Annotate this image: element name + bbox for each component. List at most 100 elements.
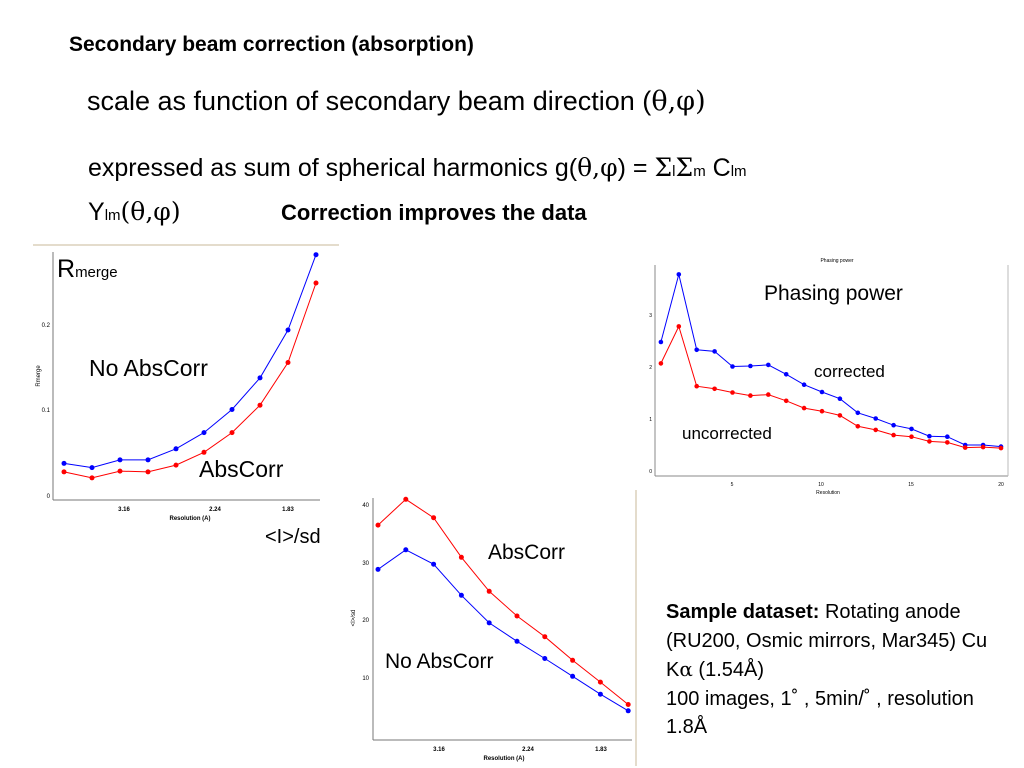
data-point (783, 372, 789, 377)
data-point (403, 496, 409, 502)
phi-symbol: φ (600, 153, 618, 182)
data-point (145, 469, 151, 475)
x-tick-label: 1.83 (282, 507, 294, 513)
data-point (514, 613, 520, 619)
y-tick-label: 3 (649, 313, 652, 319)
data-point (962, 445, 968, 450)
series-line (377, 549, 629, 712)
data-point (375, 566, 381, 572)
data-point (486, 588, 492, 594)
data-point (625, 708, 631, 714)
data-point (570, 673, 576, 679)
x-tick-label: 10 (818, 482, 824, 488)
close-paren: ) (170, 197, 181, 226)
data-point (658, 339, 664, 345)
rmerge-series (61, 252, 319, 481)
data-point (766, 392, 771, 397)
data-point (229, 430, 235, 436)
slide-title: Secondary beam correction (absorption) (69, 33, 474, 56)
series-line (377, 498, 629, 705)
y-tick-label: 20 (362, 618, 369, 624)
y-axis-label: <I>/sd (351, 610, 357, 627)
data-point (542, 656, 548, 661)
open-paren: ( (120, 197, 131, 226)
data-point (61, 460, 67, 466)
comma: , (667, 86, 677, 117)
data-point (909, 434, 914, 439)
data-point (403, 547, 409, 553)
data-point (542, 634, 548, 640)
harmonic-y: Y (88, 198, 105, 226)
data-point (927, 433, 932, 439)
data-point (801, 382, 807, 387)
phasing-series (658, 272, 1004, 451)
isd-series (375, 496, 631, 714)
data-point (891, 432, 896, 438)
series-line (63, 254, 317, 469)
data-point (819, 408, 825, 414)
comma: , (592, 153, 601, 182)
data-point (855, 424, 861, 429)
data-point (676, 324, 682, 329)
data-point (712, 386, 717, 392)
rmerge-r: R (57, 255, 75, 283)
x-tick-label: 20 (998, 482, 1004, 488)
data-point (313, 280, 319, 286)
data-point (712, 349, 717, 354)
x-axis-label: Resolution (A) (170, 516, 211, 522)
data-point (694, 347, 699, 353)
isd-label: <I>/sd (265, 526, 321, 548)
isd-chart: 10 20 30 40 <I>/sd 3.16 2.24 1.83 Resolu… (351, 490, 637, 766)
data-point (873, 427, 878, 433)
y-tick-label: 40 (362, 503, 369, 509)
y-tick-label: 0.1 (42, 408, 51, 414)
data-point (730, 390, 735, 395)
subscript-m: m (693, 163, 706, 180)
x-tick-label: 15 (908, 482, 914, 488)
x-axis-label: Resolution (A) (484, 756, 525, 762)
y-tick-label: 0.2 (42, 323, 51, 329)
data-point (998, 445, 1004, 451)
statement-scale-text: scale as function of secondary beam dire… (87, 86, 652, 116)
comma: , (145, 197, 154, 226)
data-point (597, 679, 603, 685)
data-point (837, 413, 843, 418)
data-point (514, 638, 520, 644)
subscript-l: l (672, 163, 676, 180)
rmerge-label: Rmerge (57, 255, 118, 283)
data-point (117, 468, 123, 474)
data-point (783, 398, 789, 404)
data-point (375, 522, 381, 528)
data-point (173, 446, 179, 452)
harmonics-text: expressed as sum of spherical harmonics … (88, 154, 578, 182)
x-tick-label: 2.24 (522, 747, 534, 753)
data-point (819, 389, 825, 395)
data-point (257, 402, 263, 408)
series-line (63, 282, 317, 479)
data-point (201, 430, 207, 436)
data-point (730, 364, 735, 369)
annotation-abscorr: AbsCorr (199, 456, 284, 482)
data-point (313, 252, 319, 258)
y-tick-label: 2 (649, 365, 652, 371)
statement-scale: scale as function of secondary beam dire… (87, 86, 706, 117)
y-tick-label: 30 (362, 561, 369, 567)
data-point (117, 457, 123, 463)
data-point (458, 554, 464, 560)
sigma-symbol: Σ (654, 153, 673, 182)
sample-label: Sample dataset: (666, 601, 820, 623)
data-point (458, 592, 464, 598)
theta-symbol: θ (130, 197, 146, 226)
data-point (201, 449, 207, 455)
data-point (873, 416, 878, 421)
theta-symbol: θ (577, 153, 593, 182)
data-point (89, 475, 95, 481)
data-point (748, 393, 753, 398)
subscript-lm: lm (730, 163, 747, 180)
phasing-power-title: Phasing power (764, 282, 903, 305)
sample-dataset-note: Sample dataset: Rotating anode (RU200, O… (666, 598, 1006, 742)
y-tick-label: 1 (649, 417, 652, 423)
x-axis-label: Resolution (816, 490, 840, 496)
alpha-symbol: α (679, 657, 693, 681)
x-tick-label: 2.24 (209, 507, 221, 513)
